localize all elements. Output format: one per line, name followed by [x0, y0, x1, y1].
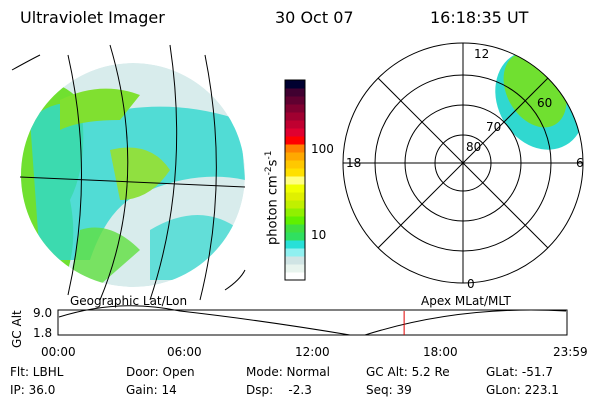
- mlat-60: 60: [537, 96, 553, 110]
- colorbar-segment: [285, 264, 305, 273]
- colorbar-segment: [285, 80, 305, 89]
- colorbar-segment: [285, 120, 305, 129]
- mlat-80: 80: [466, 140, 482, 154]
- colorbar-segment: [285, 248, 305, 257]
- altitude-curve: [58, 305, 567, 336]
- colorbar-segment: [285, 144, 305, 153]
- seq-info: Seq: 39: [366, 383, 412, 397]
- cbar-tick-10: 10: [311, 228, 327, 242]
- colorbar-segment: [285, 256, 305, 265]
- mlt-6: 6: [576, 156, 584, 170]
- colorbar-segment: [285, 216, 305, 225]
- xtick: 18:00: [423, 345, 458, 359]
- colorbar-segment: [285, 240, 305, 249]
- xtick: 06:00: [167, 345, 202, 359]
- xtick: 12:00: [295, 345, 330, 359]
- ip-info: IP: 36.0: [10, 383, 56, 397]
- mode-info: Mode: Normal: [246, 365, 330, 379]
- time: 16:18:35 UT: [430, 8, 529, 27]
- colorbar-segment: [285, 272, 305, 281]
- xtick: 00:00: [41, 345, 76, 359]
- instrument-title: Ultraviolet Imager: [20, 8, 165, 27]
- geo-label: Geographic Lat/Lon: [70, 294, 188, 308]
- colorbar-segment: [285, 176, 305, 185]
- colorbar-frame: [284, 79, 306, 281]
- colorbar-segment: [285, 88, 305, 97]
- mlat-70: 70: [486, 120, 502, 134]
- colorbar-segment: [285, 200, 305, 209]
- earth-image: [21, 63, 245, 287]
- colorbar-segment: [285, 168, 305, 177]
- mlt-0: 0: [467, 277, 475, 291]
- ytick: 1.8: [33, 326, 53, 340]
- colorbar-segment: [285, 232, 305, 241]
- mlt-12: 12: [474, 47, 490, 61]
- geo-grid: [11, 44, 246, 301]
- colorbar-label-text: photon cm: [265, 175, 281, 245]
- colorbar-segment: [285, 224, 305, 233]
- apex-label: Apex MLat/MLT: [421, 294, 511, 308]
- ytick: 9.0: [33, 306, 53, 320]
- date: 30 Oct 07: [275, 8, 354, 27]
- mlt-18: 18: [346, 156, 362, 170]
- colorbar-exp2: -1: [264, 150, 274, 160]
- colorbar: [284, 79, 306, 281]
- colorbar-segment: [285, 112, 305, 121]
- polar-grid: [342, 42, 584, 284]
- colorbar-exp1: -2: [264, 166, 274, 176]
- gain-info: Gain: 14: [126, 383, 177, 397]
- door-info: Door: Open: [126, 365, 195, 379]
- colorbar-segment: [285, 128, 305, 137]
- colorbar-segment: [285, 184, 305, 193]
- dsp-info: Dsp: -2.3: [246, 383, 312, 397]
- gcalt-info: GC Alt: 5.2 Re: [366, 365, 450, 379]
- colorbar-segment: [285, 208, 305, 217]
- xtick: 23:59: [553, 345, 588, 359]
- colorbar-segment: [285, 152, 305, 161]
- glon-info: GLon: 223.1: [486, 383, 559, 397]
- glat-info: GLat: -51.7: [486, 365, 553, 379]
- colorbar-segment: [285, 136, 305, 145]
- colorbar-segment: [285, 104, 305, 113]
- colorbar-segment: [285, 96, 305, 105]
- colorbar-label: photon cm-2s-1: [264, 151, 280, 245]
- y-axis-label: GC Alt: [10, 310, 24, 348]
- filter-info: Flt: LBHL: [10, 365, 64, 379]
- colorbar-label-s: s: [265, 159, 281, 167]
- colorbar-segment: [285, 160, 305, 169]
- cbar-tick-100: 100: [311, 142, 334, 156]
- colorbar-segment: [285, 192, 305, 201]
